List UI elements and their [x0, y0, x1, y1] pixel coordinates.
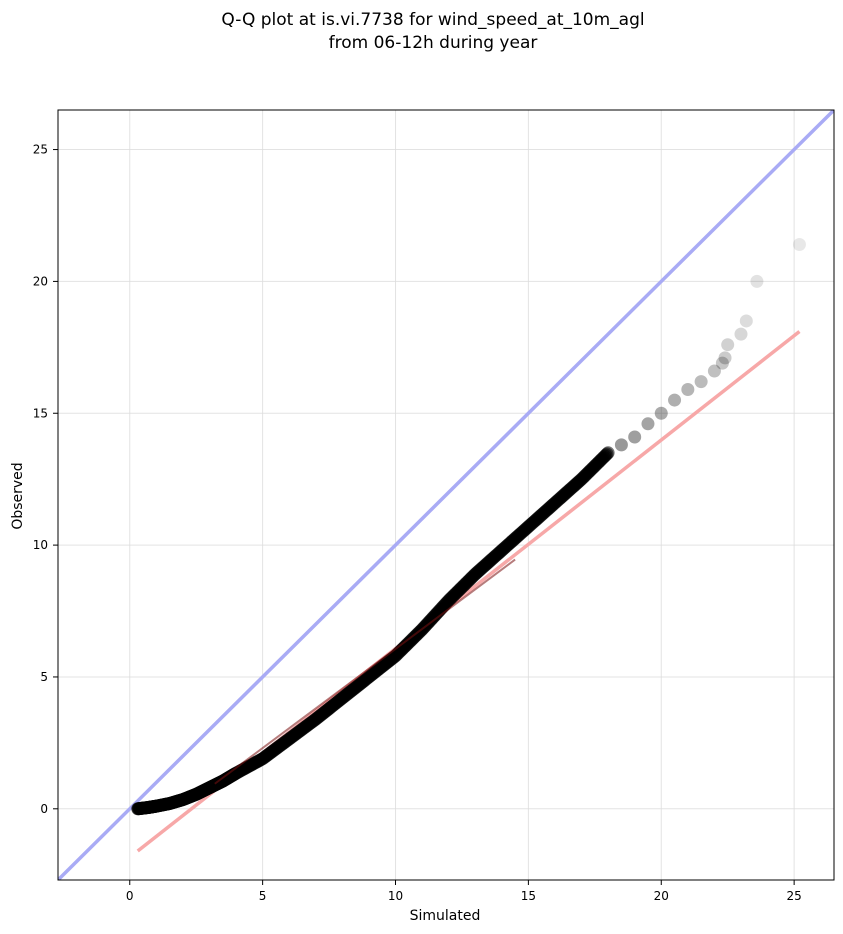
tail-point [792, 237, 806, 251]
quantile-point [601, 446, 615, 460]
x-tick-label: 5 [259, 889, 267, 903]
x-tick-label: 10 [388, 889, 403, 903]
tail-point [694, 375, 708, 389]
identity-line [58, 110, 834, 880]
x-tick-label: 25 [786, 889, 801, 903]
y-tick-label: 25 [33, 143, 48, 157]
tail-point [718, 351, 732, 365]
y-axis-label: Observed [10, 462, 26, 529]
tail-point [628, 430, 642, 444]
tail-point [681, 383, 695, 397]
y-tick-label: 10 [33, 538, 48, 552]
y-tick-label: 0 [40, 802, 48, 816]
x-tick-label: 20 [654, 889, 669, 903]
tail-point [739, 314, 753, 328]
chart-title: Q-Q plot at is.vi.7738 for wind_speed_at… [221, 10, 644, 30]
y-tick-label: 15 [33, 406, 48, 420]
tail-point [721, 338, 735, 352]
tail-point [614, 438, 628, 452]
tail-point [668, 393, 682, 407]
fit-line-overlap [214, 558, 516, 785]
tail-point [750, 274, 764, 288]
tail-point [641, 417, 655, 431]
x-tick-label: 15 [521, 889, 536, 903]
y-tick-label: 20 [33, 274, 48, 288]
plot-frame [57, 109, 835, 881]
tail-point [707, 364, 721, 378]
tail-point [654, 406, 668, 420]
chart-subtitle: from 06-12h during year [329, 33, 538, 53]
tail-point [715, 356, 729, 370]
plot-area: 0 5 10 15 20 25 0 5 10 15 20 25 [33, 109, 835, 903]
x-tick-label: 0 [126, 889, 134, 903]
tail-point [734, 327, 748, 341]
x-axis-label: Simulated [410, 908, 481, 924]
y-tick-label: 5 [40, 670, 48, 684]
plot-content [58, 110, 834, 880]
